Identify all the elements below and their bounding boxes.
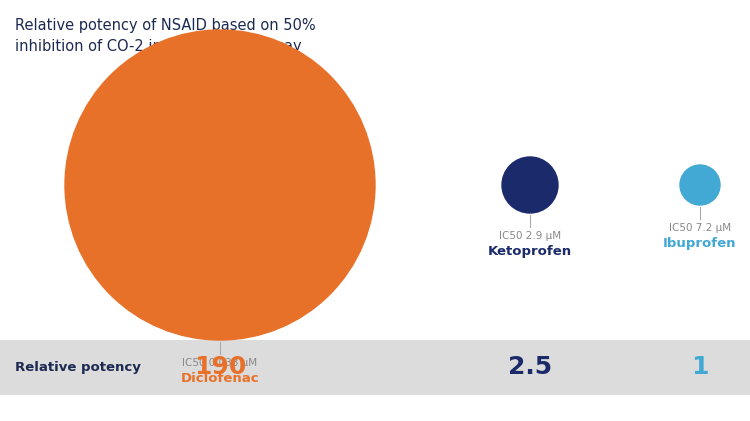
Text: IC50 0.038 μM: IC50 0.038 μM <box>182 358 257 368</box>
Circle shape <box>680 165 720 205</box>
Text: Diclofenac: Diclofenac <box>181 372 260 385</box>
Bar <box>0 340 750 395</box>
Text: IC50 7.2 μM: IC50 7.2 μM <box>669 223 731 233</box>
Text: Ibuprofen: Ibuprofen <box>663 237 736 250</box>
Circle shape <box>502 157 558 213</box>
Text: IC50 2.9 μM: IC50 2.9 μM <box>499 231 561 241</box>
Text: Ketoprofen: Ketoprofen <box>488 245 572 258</box>
Text: Relative potency: Relative potency <box>15 361 141 374</box>
Circle shape <box>65 30 375 340</box>
Text: 1: 1 <box>692 355 709 379</box>
Text: 190: 190 <box>194 355 246 379</box>
Text: Relative potency of NSAID based on 50%
inhibition of CO-2 in whole blood assay: Relative potency of NSAID based on 50% i… <box>15 18 316 54</box>
Text: 2.5: 2.5 <box>508 355 552 379</box>
